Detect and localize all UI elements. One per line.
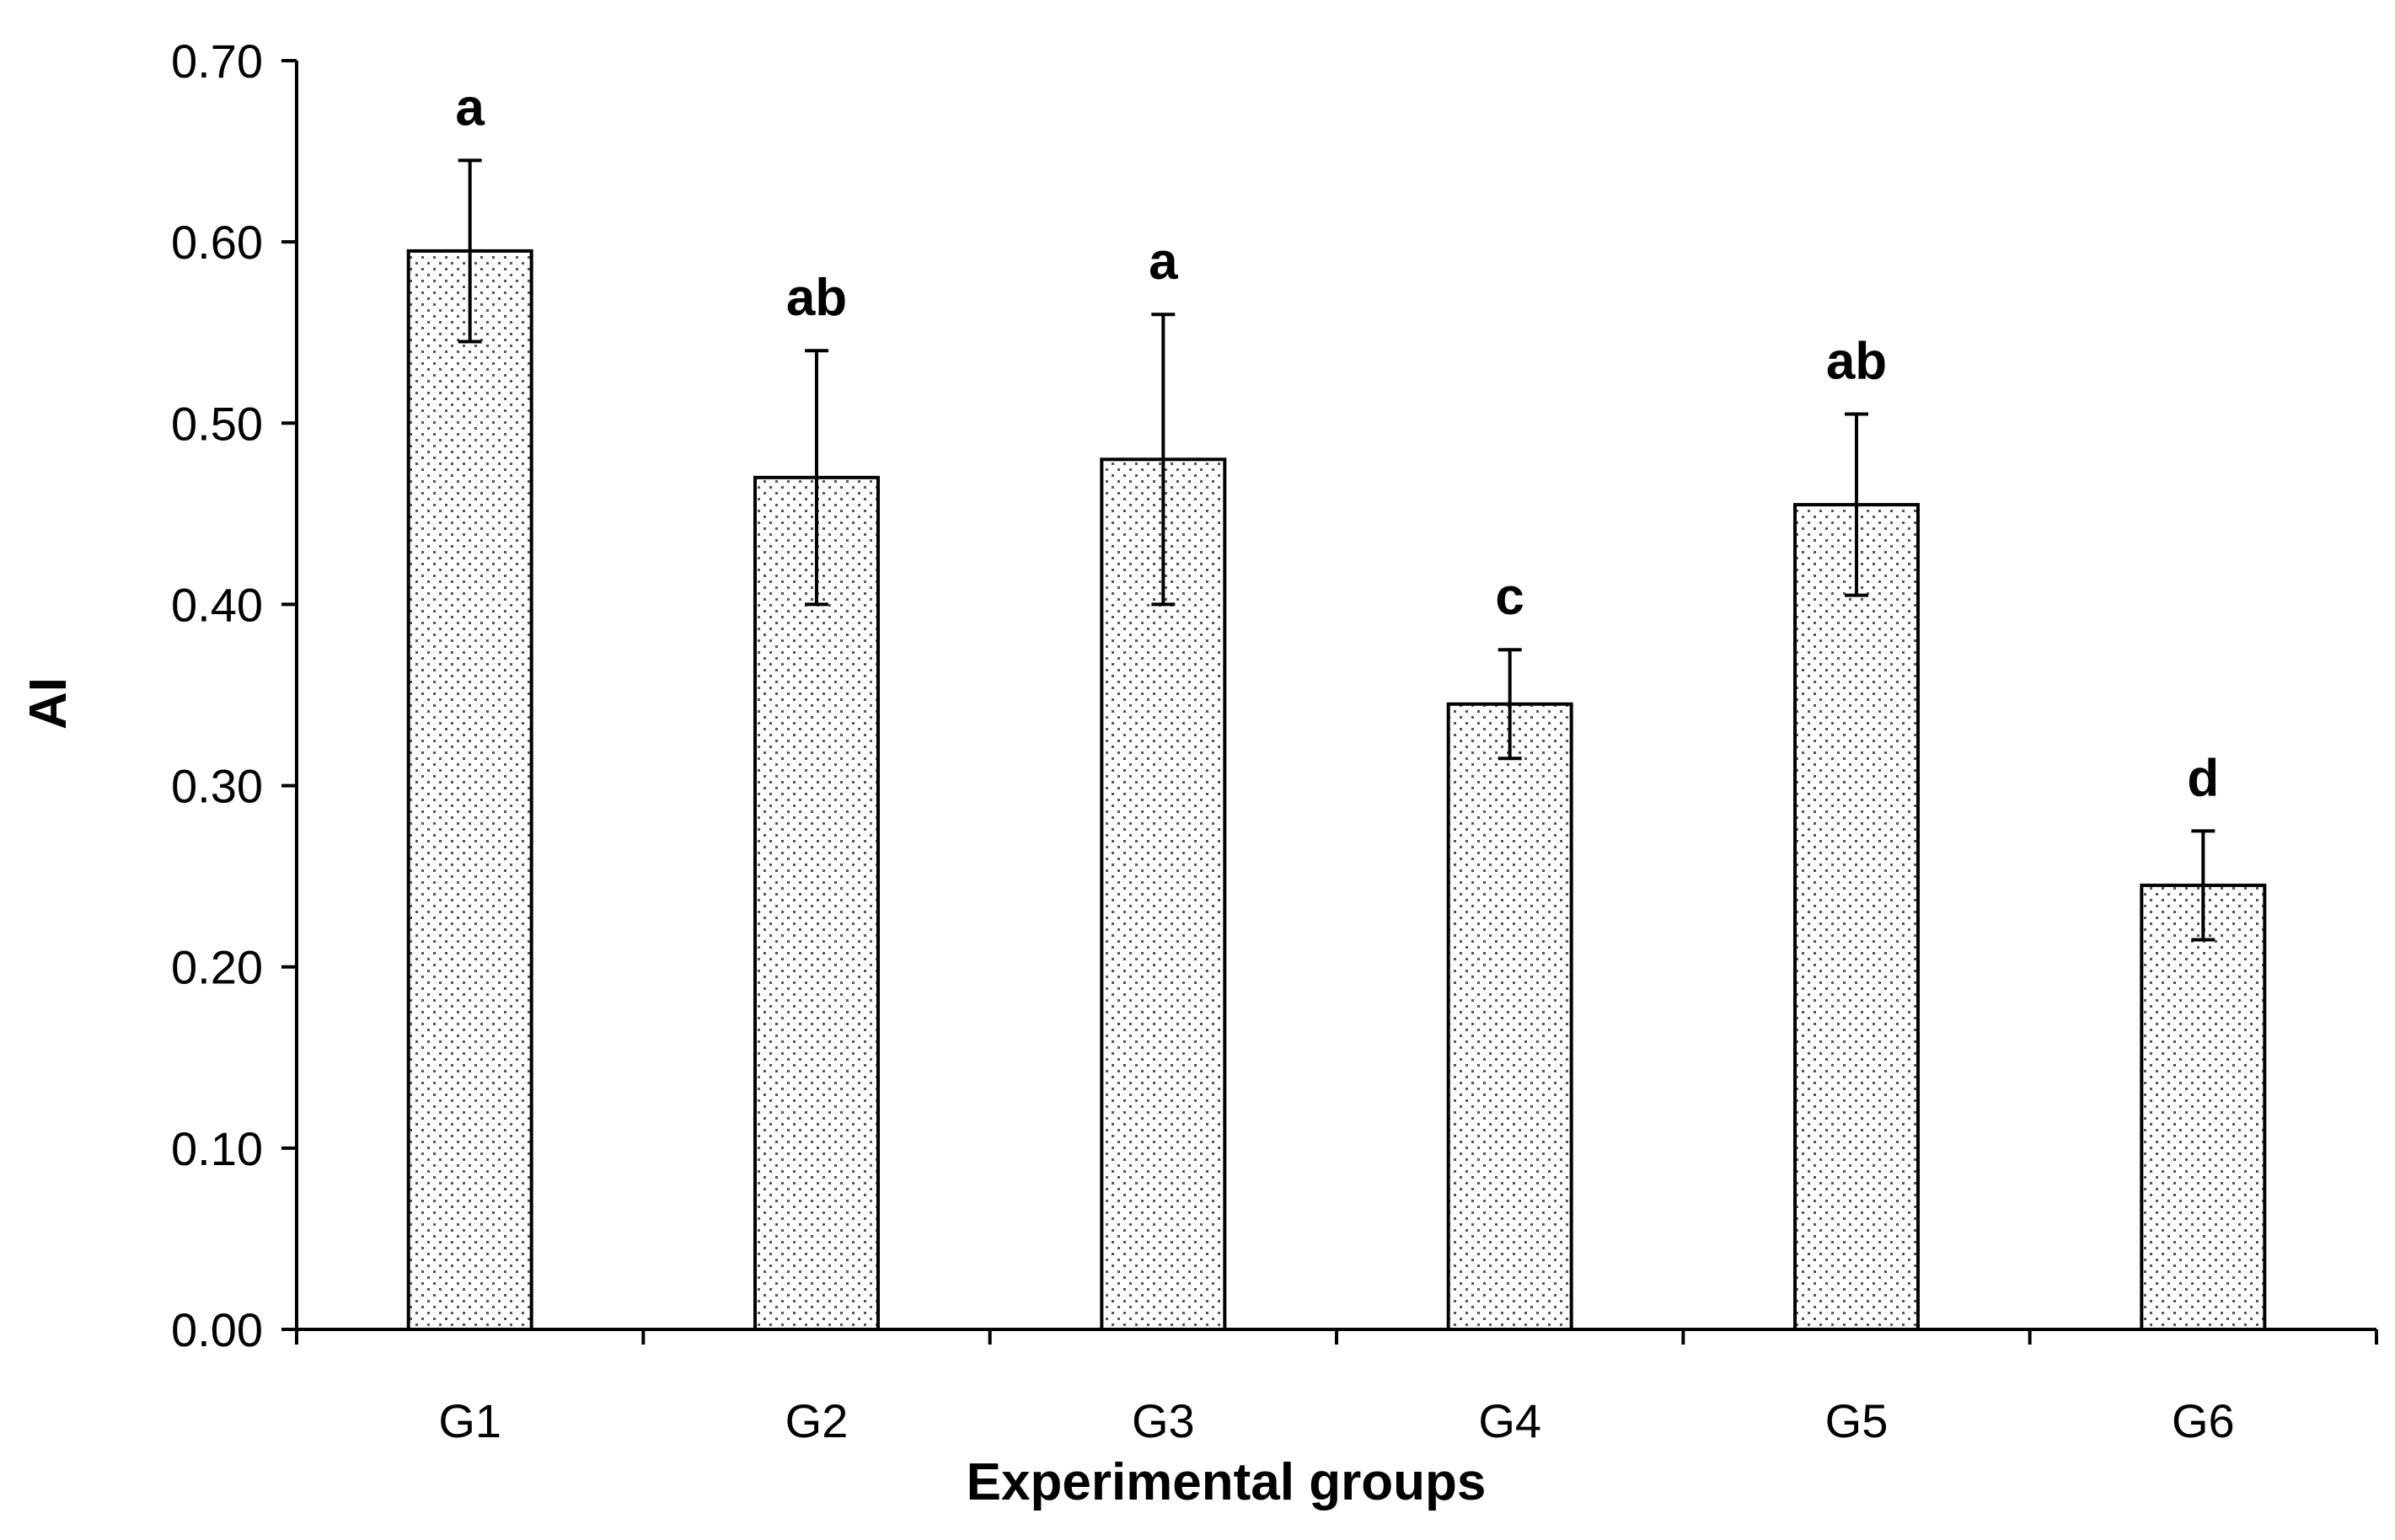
significance-label: a: [455, 78, 485, 136]
significance-label: c: [1495, 568, 1524, 626]
significance-label: ab: [786, 269, 847, 327]
x-tick-label: G2: [785, 1394, 849, 1447]
x-axis-ticks: G1 G2 G3 G4 G5 G6: [295, 1329, 2378, 1447]
bar-g4: [1446, 702, 1573, 1331]
y-tick-label: 0.70: [171, 35, 263, 88]
x-tick-label: G3: [1132, 1394, 1195, 1447]
significance-label: d: [2187, 749, 2219, 807]
significance-label: a: [1149, 233, 1178, 291]
bar-g2: [753, 475, 880, 1331]
bars-layer: [406, 249, 2267, 1331]
y-tick-label: 0.40: [171, 578, 263, 631]
bar-g5: [1793, 503, 1920, 1331]
x-axis-title: Experimental groups: [967, 1453, 1487, 1511]
x-tick-label: G1: [438, 1394, 501, 1447]
y-axis-title: AI: [19, 677, 78, 730]
y-tick-label: 0.50: [171, 397, 263, 450]
significance-labels-layer: a ab a c ab d: [455, 78, 2219, 807]
y-tick-label: 0.00: [171, 1303, 263, 1356]
y-tick-label: 0.10: [171, 1122, 263, 1175]
y-tick-label: 0.20: [171, 941, 263, 994]
x-tick-label: G4: [1478, 1394, 1541, 1447]
y-tick-label: 0.60: [171, 216, 263, 269]
significance-label: ab: [1826, 333, 1887, 391]
y-tick-label: 0.30: [171, 760, 263, 813]
y-axis-ticks: 0.00 0.10 0.20 0.30 0.40 0.50 0.60 0.70: [171, 35, 297, 1356]
x-tick-label: G5: [1825, 1394, 1889, 1447]
x-tick-label: G6: [2172, 1394, 2235, 1447]
error-bars-layer: [458, 158, 2216, 942]
bar-g1: [406, 249, 533, 1331]
bar-g6: [2140, 883, 2267, 1331]
